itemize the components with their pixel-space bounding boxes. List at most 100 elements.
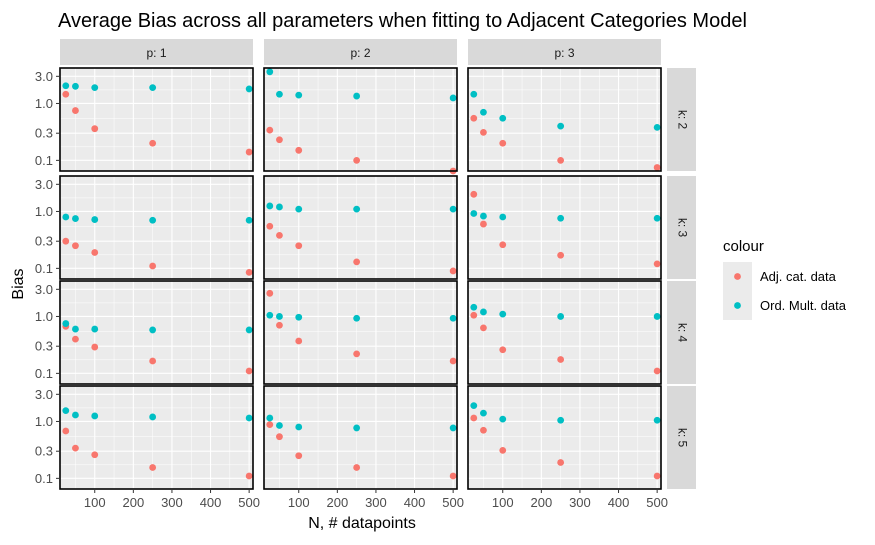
panel-background bbox=[264, 176, 457, 279]
y-tick-label: 0.3 bbox=[35, 126, 53, 141]
column-strip-label: p: 3 bbox=[554, 46, 574, 60]
data-point-adj-cat bbox=[449, 357, 457, 365]
legend-entry-label: Ord. Mult. data bbox=[760, 298, 847, 313]
data-point-ord-mult bbox=[72, 411, 79, 419]
panel-grid bbox=[60, 176, 253, 279]
y-axis: 0.1 0.3 1.0 3.0 bbox=[35, 282, 60, 381]
column-strip: p: 3 bbox=[468, 39, 661, 65]
data-point-ord-mult bbox=[470, 303, 478, 311]
data-point-adj-cat bbox=[499, 346, 507, 354]
data-point-ord-mult bbox=[353, 205, 361, 213]
data-point-adj-cat bbox=[653, 367, 661, 375]
panel-background bbox=[60, 281, 253, 384]
data-point-adj-cat bbox=[470, 190, 478, 198]
y-axis: 0.1 0.3 1.0 3.0 bbox=[35, 69, 60, 168]
legend-title: colour bbox=[723, 238, 764, 255]
x-tick-label: 400 bbox=[404, 495, 426, 510]
legend-entry-label: Adj. cat. data bbox=[760, 269, 837, 284]
facet-panel bbox=[263, 385, 458, 490]
data-point-adj-cat bbox=[480, 426, 487, 434]
facet-panel bbox=[59, 385, 254, 490]
data-point-ord-mult bbox=[353, 314, 361, 322]
data-point-ord-mult bbox=[245, 216, 253, 224]
data-point-adj-cat bbox=[91, 343, 99, 351]
y-tick-label: 0.3 bbox=[35, 339, 53, 354]
data-point-adj-cat bbox=[295, 146, 303, 154]
data-point-adj-cat bbox=[276, 321, 283, 329]
data-point-adj-cat bbox=[353, 464, 361, 471]
data-point-adj-cat bbox=[470, 114, 478, 122]
data-point-adj-cat bbox=[91, 125, 99, 133]
y-tick-label: 3.0 bbox=[35, 387, 53, 402]
legend-key-point bbox=[734, 302, 741, 309]
data-point-adj-cat bbox=[557, 156, 565, 164]
row-strip-background bbox=[667, 68, 696, 171]
data-point-ord-mult bbox=[653, 214, 661, 222]
data-point-ord-mult bbox=[480, 409, 487, 417]
data-point-adj-cat bbox=[72, 242, 79, 250]
data-point-adj-cat bbox=[62, 237, 70, 245]
data-point-ord-mult bbox=[91, 325, 99, 333]
x-tick-label: 400 bbox=[608, 495, 630, 510]
data-point-ord-mult bbox=[62, 320, 70, 327]
panel-grid bbox=[264, 386, 457, 489]
data-point-adj-cat bbox=[149, 464, 157, 471]
data-point-ord-mult bbox=[557, 313, 565, 320]
facet-panel bbox=[263, 280, 458, 385]
legend: colour Adj. cat. data Ord. Mult. data bbox=[723, 238, 847, 320]
x-axis: 100 200 300 400 500 bbox=[84, 489, 260, 510]
data-point-ord-mult bbox=[557, 122, 565, 130]
data-point-adj-cat bbox=[499, 139, 507, 147]
data-point-ord-mult bbox=[653, 123, 661, 131]
data-point-adj-cat bbox=[149, 262, 157, 270]
data-point-adj-cat bbox=[266, 421, 274, 429]
panel-border bbox=[467, 385, 662, 490]
panel-border bbox=[467, 175, 662, 280]
panel-background bbox=[468, 176, 661, 279]
panel-grid bbox=[468, 176, 661, 279]
data-point-ord-mult bbox=[62, 82, 70, 90]
data-point-adj-cat bbox=[295, 337, 303, 345]
data-point-adj-cat bbox=[245, 268, 253, 276]
column-strip-background bbox=[264, 39, 457, 65]
data-point-ord-mult bbox=[557, 416, 565, 424]
panel-border bbox=[59, 175, 254, 280]
data-point-ord-mult bbox=[499, 114, 507, 122]
x-tick-label: 500 bbox=[238, 495, 260, 510]
data-point-ord-mult bbox=[653, 416, 661, 424]
data-point-adj-cat bbox=[480, 128, 487, 136]
data-point-adj-cat bbox=[499, 241, 507, 249]
data-point-ord-mult bbox=[62, 213, 70, 221]
y-tick-label: 0.1 bbox=[35, 366, 53, 381]
row-strip-background bbox=[667, 176, 696, 279]
data-point-ord-mult bbox=[72, 215, 79, 222]
data-point-adj-cat bbox=[353, 156, 361, 164]
x-tick-label: 300 bbox=[569, 495, 591, 510]
data-point-ord-mult bbox=[276, 313, 283, 320]
data-point-adj-cat bbox=[353, 350, 361, 358]
y-axis-title: Bias bbox=[10, 268, 27, 299]
panel-background bbox=[264, 68, 457, 171]
data-point-adj-cat bbox=[62, 90, 70, 98]
data-point-adj-cat bbox=[557, 459, 565, 466]
y-tick-label: 3.0 bbox=[35, 69, 53, 84]
row-strip-background bbox=[667, 281, 696, 384]
row-strip-label: k: 5 bbox=[675, 428, 689, 448]
facet-panel bbox=[263, 67, 458, 175]
facet-panel bbox=[59, 67, 254, 172]
y-tick-label: 3.0 bbox=[35, 282, 53, 297]
data-point-ord-mult bbox=[91, 84, 99, 92]
y-tick-label: 3.0 bbox=[35, 177, 53, 192]
data-point-adj-cat bbox=[499, 446, 507, 454]
data-point-ord-mult bbox=[149, 326, 157, 334]
facet-panel bbox=[467, 175, 662, 280]
data-point-ord-mult bbox=[276, 203, 283, 211]
column-strip: p: 1 bbox=[60, 39, 253, 65]
data-point-ord-mult bbox=[91, 412, 99, 420]
x-tick-label: 200 bbox=[326, 495, 348, 510]
data-point-adj-cat bbox=[91, 249, 99, 256]
data-point-ord-mult bbox=[276, 90, 283, 98]
data-point-ord-mult bbox=[266, 414, 274, 422]
x-tick-label: 200 bbox=[122, 495, 144, 510]
